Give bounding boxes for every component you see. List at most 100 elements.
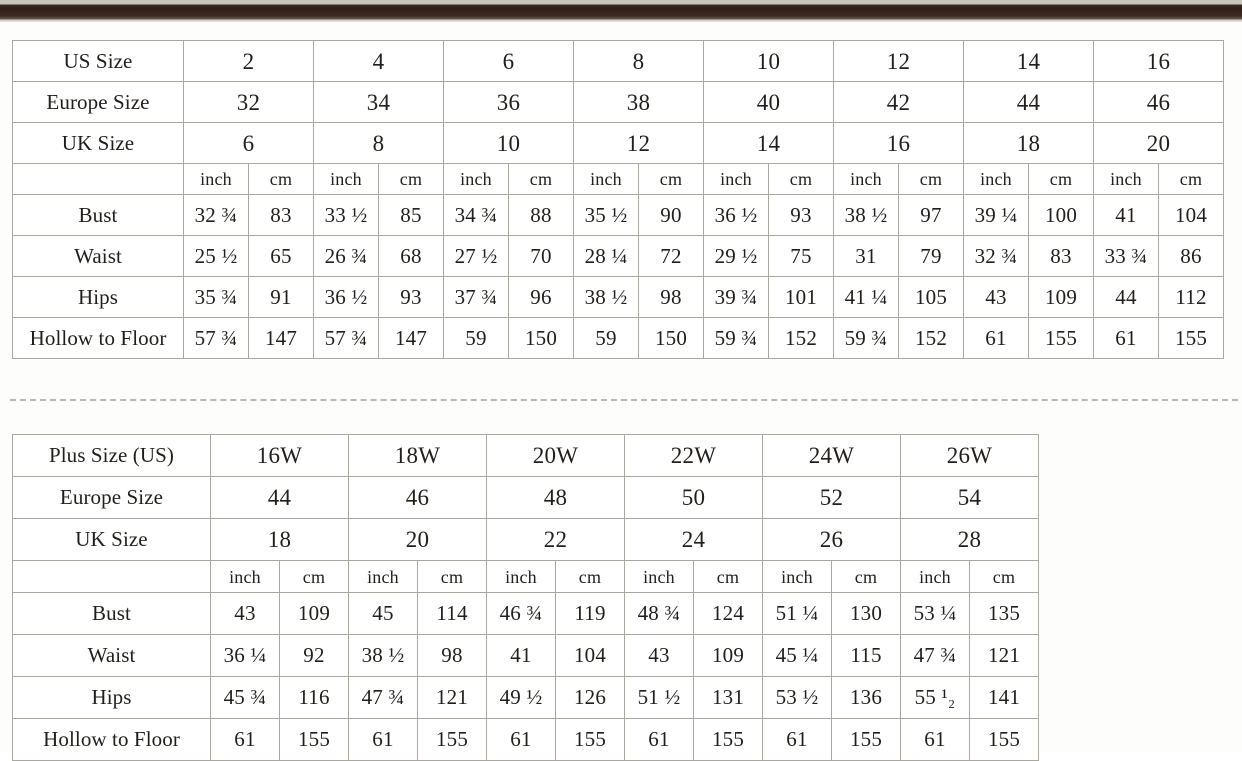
- measurement-inch-cell: 31: [833, 235, 899, 277]
- header-row: US Size 2 4 6 8 10 12 14 16: [12, 40, 1224, 82]
- measurement-row: Bust 32 ¾ 83 33 ½ 85 34 ¾ 88 35 ½ 90 36 ½ 93 38 ½ 97…: [12, 194, 1224, 236]
- measurement-inch-cell: 43: [210, 592, 280, 635]
- unit-header-row: inch cm inch cm inch cm inch cm inch cm inch cm: [12, 560, 1039, 593]
- measurement-cm-cell: 104: [555, 634, 625, 677]
- measurement-row: Waist 25 ½ 65 26 ¾ 68 27 ½ 70 28 ¼ 72 29 ½ 75 31 79 3…: [12, 235, 1224, 277]
- measurement-cm-cell: 150: [638, 317, 704, 359]
- measurement-inch-cell: 36 ¼: [210, 634, 280, 677]
- measurement-label: Hollow to Floor: [12, 718, 211, 761]
- size-value-cell: 34: [313, 81, 444, 123]
- measurement-label: Hollow to Floor: [12, 317, 184, 359]
- unit-label-inch: inch: [1093, 163, 1159, 195]
- measurement-inch-cell: 35 ¾: [183, 276, 249, 318]
- unit-header-row: inch cm inch cm inch cm inch cm inch cm inch cm inch…: [12, 163, 1224, 195]
- measurement-cm-cell: 109: [693, 634, 763, 677]
- size-value-cell: 16W: [210, 434, 349, 477]
- size-value-cell: 44: [210, 476, 349, 519]
- measurement-cm-cell: 79: [898, 235, 964, 277]
- measurement-inch-cell: 57 ¾: [313, 317, 379, 359]
- measurement-cm-cell: 130: [831, 592, 901, 635]
- size-value-cell: 20: [1093, 122, 1224, 164]
- size-value-cell: 52: [762, 476, 901, 519]
- measurement-cm-cell: 72: [638, 235, 704, 277]
- measurement-cm-cell: 124: [693, 592, 763, 635]
- measurement-inch-cell: 59: [573, 317, 639, 359]
- unit-label-cm: cm: [969, 560, 1039, 593]
- unit-label-cm: cm: [508, 163, 574, 195]
- measurement-cm-cell: 98: [417, 634, 487, 677]
- measurement-label: Hips: [12, 676, 211, 719]
- measurement-inch-cell: 61: [900, 718, 970, 761]
- measurement-inch-cell: 59 ¾: [703, 317, 769, 359]
- size-chart-page: US Size 2 4 6 8 10 12 14 16 Europe Size 32 34 36 38 40…: [0, 22, 1242, 761]
- header-row: Europe Size 44 46 48 50 52 54: [12, 476, 1039, 519]
- size-value-cell: 8: [573, 40, 704, 82]
- size-value-cell: 6: [443, 40, 574, 82]
- measurement-label: Bust: [12, 592, 211, 635]
- measurement-cm-cell: 98: [638, 276, 704, 318]
- size-value-cell: 26: [762, 518, 901, 561]
- measurement-cm-cell: 152: [768, 317, 834, 359]
- measurement-cm-cell: 135: [969, 592, 1039, 635]
- size-value-cell: 14: [963, 40, 1094, 82]
- measurement-cm-cell: 150: [508, 317, 574, 359]
- measurement-cm-cell: 155: [279, 718, 349, 761]
- size-value-cell: 18: [963, 122, 1094, 164]
- size-value-cell: 14: [703, 122, 834, 164]
- measurement-inch-cell: 47 ¾: [900, 634, 970, 677]
- unit-label-cm: cm: [638, 163, 704, 195]
- measurement-cm-cell: 92: [279, 634, 349, 677]
- measurement-inch-cell: 61: [486, 718, 556, 761]
- measurement-inch-cell: 55 ¹₂: [900, 676, 970, 719]
- measurement-inch-cell: 61: [348, 718, 418, 761]
- measurement-cm-cell: 155: [693, 718, 763, 761]
- measurement-row: Hollow to Floor 57 ¾ 147 57 ¾ 147 59 150 59 150 5…: [12, 317, 1224, 359]
- unit-label-inch: inch: [210, 560, 280, 593]
- measurement-inch-cell: 46 ¾: [486, 592, 556, 635]
- unit-label-cm: cm: [898, 163, 964, 195]
- size-value-cell: 18W: [348, 434, 487, 477]
- size-value-cell: 28: [900, 518, 1039, 561]
- measurement-cm-cell: 119: [555, 592, 625, 635]
- plus-table-body: Plus Size (US) 16W 18W 20W 22W 24W 26W Europe S…: [12, 434, 1039, 761]
- size-value-cell: 20W: [486, 434, 625, 477]
- measurement-inch-cell: 59: [443, 317, 509, 359]
- size-value-cell: 46: [348, 476, 487, 519]
- measurement-inch-cell: 36 ½: [703, 194, 769, 236]
- header-row: Plus Size (US) 16W 18W 20W 22W 24W 26W: [12, 434, 1039, 477]
- measurement-inch-cell: 38 ½: [348, 634, 418, 677]
- unit-label-inch: inch: [762, 560, 832, 593]
- size-value-cell: 32: [183, 81, 314, 123]
- unit-label-inch: inch: [963, 163, 1029, 195]
- unit-row-blank-label: [12, 163, 184, 195]
- measurement-inch-cell: 61: [210, 718, 280, 761]
- measurement-cm-cell: 65: [248, 235, 314, 277]
- size-value-cell: 12: [573, 122, 704, 164]
- measurement-inch-cell: 41 ¼: [833, 276, 899, 318]
- measurement-inch-cell: 35 ½: [573, 194, 639, 236]
- measurement-cm-cell: 88: [508, 194, 574, 236]
- measurement-cm-cell: 155: [417, 718, 487, 761]
- unit-label-cm: cm: [248, 163, 314, 195]
- measurement-inch-cell: 32 ¾: [183, 194, 249, 236]
- measurement-inch-cell: 26 ¾: [313, 235, 379, 277]
- row-label: Europe Size: [12, 81, 184, 123]
- row-label: Europe Size: [12, 476, 211, 519]
- size-value-cell: 6: [183, 122, 314, 164]
- measurement-inch-cell: 38 ½: [573, 276, 639, 318]
- measurement-cm-cell: 155: [555, 718, 625, 761]
- measurement-inch-cell: 36 ½: [313, 276, 379, 318]
- unit-label-cm: cm: [1158, 163, 1224, 195]
- measurement-inch-cell: 25 ½: [183, 235, 249, 277]
- measurement-inch-cell: 38 ½: [833, 194, 899, 236]
- size-value-cell: 10: [443, 122, 574, 164]
- measurement-inch-cell: 53 ½: [762, 676, 832, 719]
- header-row: UK Size 6 8 10 12 14 16 18 20: [12, 122, 1224, 164]
- measurement-cm-cell: 155: [1028, 317, 1094, 359]
- size-value-cell: 54: [900, 476, 1039, 519]
- measurement-inch-cell: 45 ¼: [762, 634, 832, 677]
- size-value-cell: 42: [833, 81, 964, 123]
- size-value-cell: 26W: [900, 434, 1039, 477]
- header-row: Europe Size 32 34 36 38 40 42 44 46: [12, 81, 1224, 123]
